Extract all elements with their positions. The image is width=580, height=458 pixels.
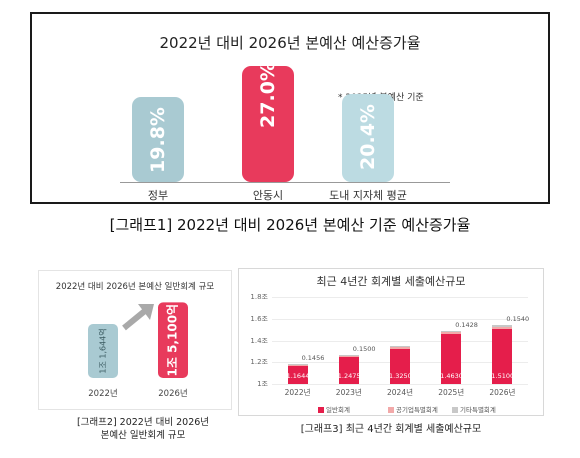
graph3-bar-3-series-1 [441, 332, 462, 334]
graph3-general-label-3: 1.4630 [440, 372, 463, 380]
graph2-value-label-0: 1조 1,644억 [98, 328, 108, 373]
graph3-legend-swatch-0 [318, 407, 324, 413]
graph2-bar-1 [158, 302, 188, 378]
graph3-category-4: 2026년 [489, 388, 516, 397]
graph3-y-tick-0: 1조 [257, 380, 268, 388]
graph3-category-2: 2024년 [387, 388, 413, 397]
graph1-value-label-0: 19.8% [147, 106, 169, 173]
graph2-frame [38, 270, 232, 410]
graph3-general-label-0: 1.1644 [286, 372, 310, 380]
graph2-value-label-1: 1조 5,100억 [166, 304, 180, 377]
graph3-legend-0: 일반회계 [318, 404, 350, 414]
graph1-category-1: 안동시 [252, 189, 284, 202]
graph3-bar-1-series-2 [338, 354, 359, 356]
graph1-value-label-2: 20.4% [357, 104, 379, 171]
graph2-arrow-head [138, 304, 154, 320]
graph3-general-label-2: 1.3250 [389, 372, 412, 380]
graph2-category-1: 2026년 [158, 388, 187, 399]
graph3-legend-swatch-1 [388, 407, 394, 413]
graph1-value-label-1: 27.0% [257, 61, 279, 128]
graph3-gridline-2 [272, 340, 528, 342]
graph3-legend-swatch-2 [452, 407, 458, 413]
graph3-general-label-4: 1.5100 [491, 372, 515, 380]
graph3-bar-2-series-0 [390, 348, 410, 384]
graph3-bar-4-series-1 [492, 326, 513, 329]
graph1-category-0: 정부 [147, 189, 169, 202]
graph1-category-2: 도내 지자체 평균 [329, 189, 407, 202]
graph2-arrow-shaft [122, 307, 148, 331]
graph2-caption-line1: [그래프2] 2022년 대비 2026년 [76, 417, 210, 428]
graph3-bar-2-series-1 [390, 347, 410, 349]
graph2-bar-0 [88, 323, 118, 378]
graph1-axis [120, 182, 450, 183]
graph3-bar-4-series-0 [492, 328, 513, 384]
graph3-title: 최근 4년간 회계별 세출예산규모 [316, 275, 466, 288]
graph3-bar-1-series-0 [338, 357, 359, 384]
graph3-bar-3-series-2 [441, 330, 462, 333]
graph2-caption-line2: 본예산 일반회계 규모 [100, 430, 186, 441]
graph2-caption: [그래프2] 2022년 대비 2026년 본예산 일반회계 규모 [58, 416, 228, 442]
graph3-gridline-4 [272, 297, 528, 298]
graph3-bar-1-series-1 [338, 355, 359, 358]
graph2-title: 2022년 대비 2026년 본예산 일반회계 규모 [55, 282, 215, 292]
graph3-general-label-1: 1.2475 [337, 372, 361, 380]
graph3-legend-label-2: 기타특별회계 [460, 406, 496, 414]
graph1-frame [30, 12, 550, 204]
graph3-gridline-3 [272, 318, 528, 320]
graph3-y-tick-3: 1.6조 [250, 314, 268, 323]
graph1-bar-0 [132, 96, 184, 182]
graph2-category-0: 2022년 [88, 388, 117, 399]
graph3-category-1: 2023년 [335, 388, 362, 397]
graph3-category-3: 2025년 [438, 388, 465, 397]
graph2-plot: 1조 1,644억 2022년 1조 5,100억 2026년 [88, 302, 188, 399]
graph3-legend-1: 공기업특별회계 [388, 404, 438, 414]
graph3-bar-0-series-1 [287, 364, 308, 367]
graph3-category-0: 2022년 [284, 388, 311, 397]
graph3-bar-4-series-2 [492, 325, 513, 327]
graph1-bar-1 [242, 65, 294, 182]
graph3-y-tick-4: 1.8조 [250, 293, 268, 301]
graph3-bar-0-series-2 [287, 364, 308, 366]
graph3-y-tick-2: 1.4조 [250, 336, 268, 345]
graph3-top-label-0: 0.1456 [301, 354, 325, 363]
graph3-legend-label-1: 공기업특별회계 [396, 406, 438, 414]
graph3-gridline-0 [272, 384, 528, 385]
graph3-top-label-1: 0.1500 [352, 344, 376, 353]
graph3-caption: [그래프3] 최근 4년간 회계별 세출예산규모 [300, 424, 482, 435]
graph3-top-label-3: 0.1428 [455, 320, 478, 329]
graph3-top-label-4: 0.1540 [506, 315, 530, 324]
graph3-legend-2: 기타특별회계 [452, 404, 496, 414]
graph3-bar-3-series-0 [441, 333, 462, 384]
graph3-bar-0-series-0 [287, 366, 308, 384]
graph3-legend-label-0: 일반회계 [326, 406, 350, 414]
graph1-caption: [그래프1] 2022년 대비 2026년 본예산 기준 예산증가율 [109, 216, 471, 234]
graph1-title: 2022년 대비 2026년 본예산 예산증가율 [159, 34, 421, 52]
graph3-y-tick-1: 1.2조 [250, 358, 268, 367]
graph1-bar-2 [342, 94, 394, 182]
graph3-bar-2-series-2 [390, 345, 410, 348]
